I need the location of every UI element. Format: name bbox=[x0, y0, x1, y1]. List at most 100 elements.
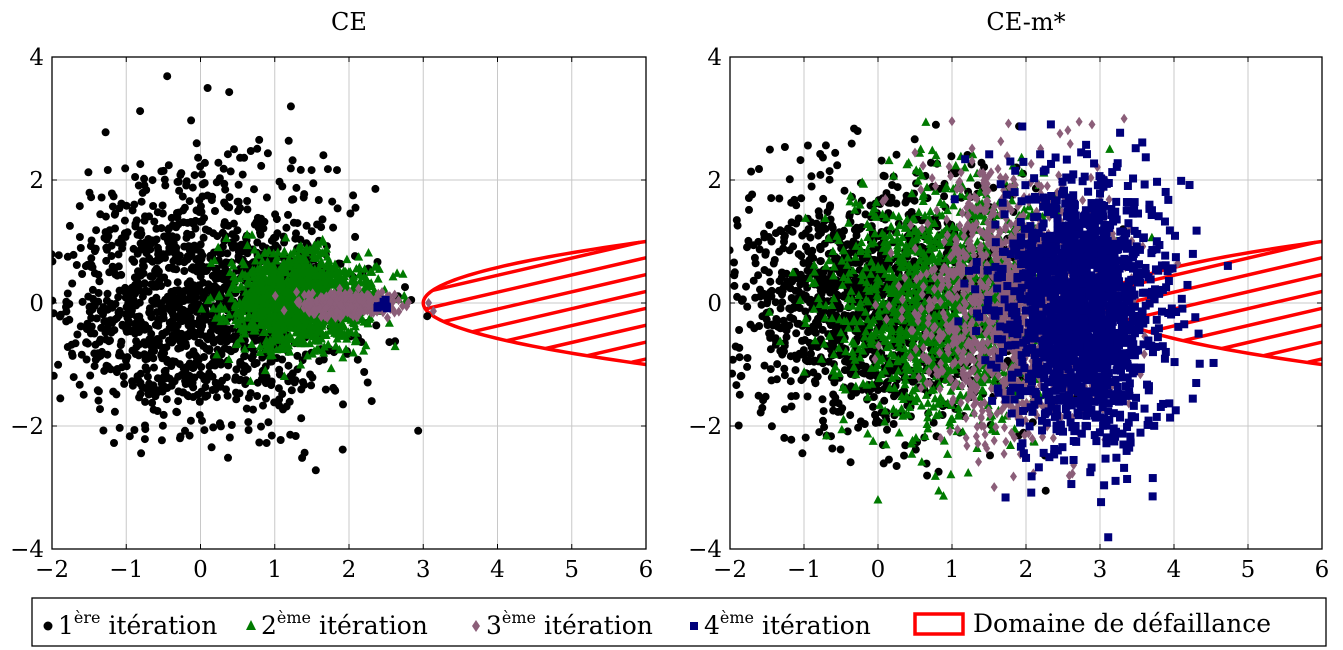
data-point bbox=[216, 382, 225, 391]
data-point bbox=[288, 156, 297, 165]
y-tick-label: 0 bbox=[29, 291, 44, 317]
data-point bbox=[273, 324, 283, 334]
data-point bbox=[262, 193, 271, 202]
data-point bbox=[367, 281, 377, 290]
data-point bbox=[182, 181, 191, 190]
data-point bbox=[319, 342, 329, 351]
data-point bbox=[194, 153, 203, 162]
data-point bbox=[307, 227, 316, 236]
data-point bbox=[775, 247, 784, 256]
data-point bbox=[208, 271, 217, 280]
data-point bbox=[797, 194, 806, 203]
data-point bbox=[787, 294, 796, 302]
data-point bbox=[300, 318, 310, 327]
data-point bbox=[342, 292, 350, 303]
data-point bbox=[153, 407, 162, 415]
data-point bbox=[257, 282, 267, 292]
data-point bbox=[804, 225, 813, 234]
data-point bbox=[131, 173, 140, 181]
data-point bbox=[744, 236, 753, 245]
x-tick-label: 1 bbox=[267, 557, 282, 583]
data-point bbox=[158, 331, 167, 340]
y-tick-label: −4 bbox=[10, 537, 44, 563]
data-point bbox=[227, 257, 237, 267]
data-point bbox=[136, 107, 145, 116]
data-point bbox=[56, 312, 64, 321]
data-point bbox=[249, 346, 258, 355]
data-point bbox=[235, 299, 245, 309]
data-point bbox=[270, 286, 280, 296]
data-point bbox=[199, 233, 208, 242]
data-point bbox=[68, 349, 76, 358]
data-point bbox=[847, 392, 856, 400]
data-point bbox=[221, 185, 230, 194]
data-point bbox=[314, 196, 323, 204]
data-point bbox=[141, 397, 150, 406]
data-point bbox=[801, 433, 810, 442]
data-point bbox=[279, 246, 289, 256]
data-point bbox=[232, 242, 240, 251]
data-point bbox=[318, 215, 327, 224]
data-point bbox=[293, 219, 302, 228]
data-point bbox=[900, 451, 908, 460]
data-point bbox=[213, 242, 223, 252]
data-point bbox=[869, 402, 877, 411]
data-point bbox=[341, 344, 351, 353]
hatch-line bbox=[631, 357, 646, 364]
data-point bbox=[94, 396, 103, 405]
data-point bbox=[207, 196, 216, 205]
data-point bbox=[693, 295, 701, 303]
data-point bbox=[764, 268, 773, 277]
data-point bbox=[224, 361, 233, 370]
data-point bbox=[267, 431, 276, 440]
data-point bbox=[209, 423, 218, 432]
data-point bbox=[262, 439, 271, 447]
data-point bbox=[734, 421, 743, 430]
data-point bbox=[247, 317, 257, 326]
data-point bbox=[240, 344, 250, 353]
data-point bbox=[232, 284, 242, 293]
data-point bbox=[133, 372, 142, 381]
data-point bbox=[229, 219, 238, 228]
data-point bbox=[241, 287, 251, 296]
data-point bbox=[198, 217, 206, 226]
data-point bbox=[815, 428, 824, 437]
data-point bbox=[881, 439, 891, 449]
data-point bbox=[735, 353, 744, 362]
data-point bbox=[778, 298, 787, 307]
data-point bbox=[735, 390, 744, 399]
data-point bbox=[735, 343, 744, 352]
data-point bbox=[236, 203, 244, 212]
data-point bbox=[242, 271, 252, 281]
hatch-line bbox=[1221, 323, 1322, 351]
data-point bbox=[819, 194, 828, 203]
data-point bbox=[213, 304, 223, 313]
data-point bbox=[237, 306, 247, 315]
data-point bbox=[236, 153, 245, 162]
data-point bbox=[399, 290, 409, 300]
data-point bbox=[344, 267, 354, 276]
data-point bbox=[730, 246, 734, 255]
x-tick-label: 6 bbox=[639, 557, 654, 583]
data-point bbox=[276, 330, 286, 339]
data-point bbox=[399, 300, 407, 311]
data-point bbox=[843, 427, 852, 436]
data-point bbox=[680, 269, 688, 277]
data-point bbox=[262, 289, 272, 298]
data-point bbox=[404, 297, 412, 308]
data-point bbox=[823, 208, 832, 216]
data-point bbox=[119, 372, 128, 381]
data-point bbox=[177, 169, 186, 178]
data-point bbox=[224, 310, 234, 319]
data-point bbox=[772, 375, 781, 384]
data-point bbox=[370, 262, 380, 271]
data-point bbox=[758, 403, 767, 412]
data-point bbox=[377, 302, 386, 311]
data-point bbox=[195, 281, 204, 290]
data-point bbox=[209, 360, 218, 369]
data-point bbox=[927, 145, 937, 155]
data-point bbox=[780, 364, 789, 373]
data-point bbox=[343, 305, 351, 316]
